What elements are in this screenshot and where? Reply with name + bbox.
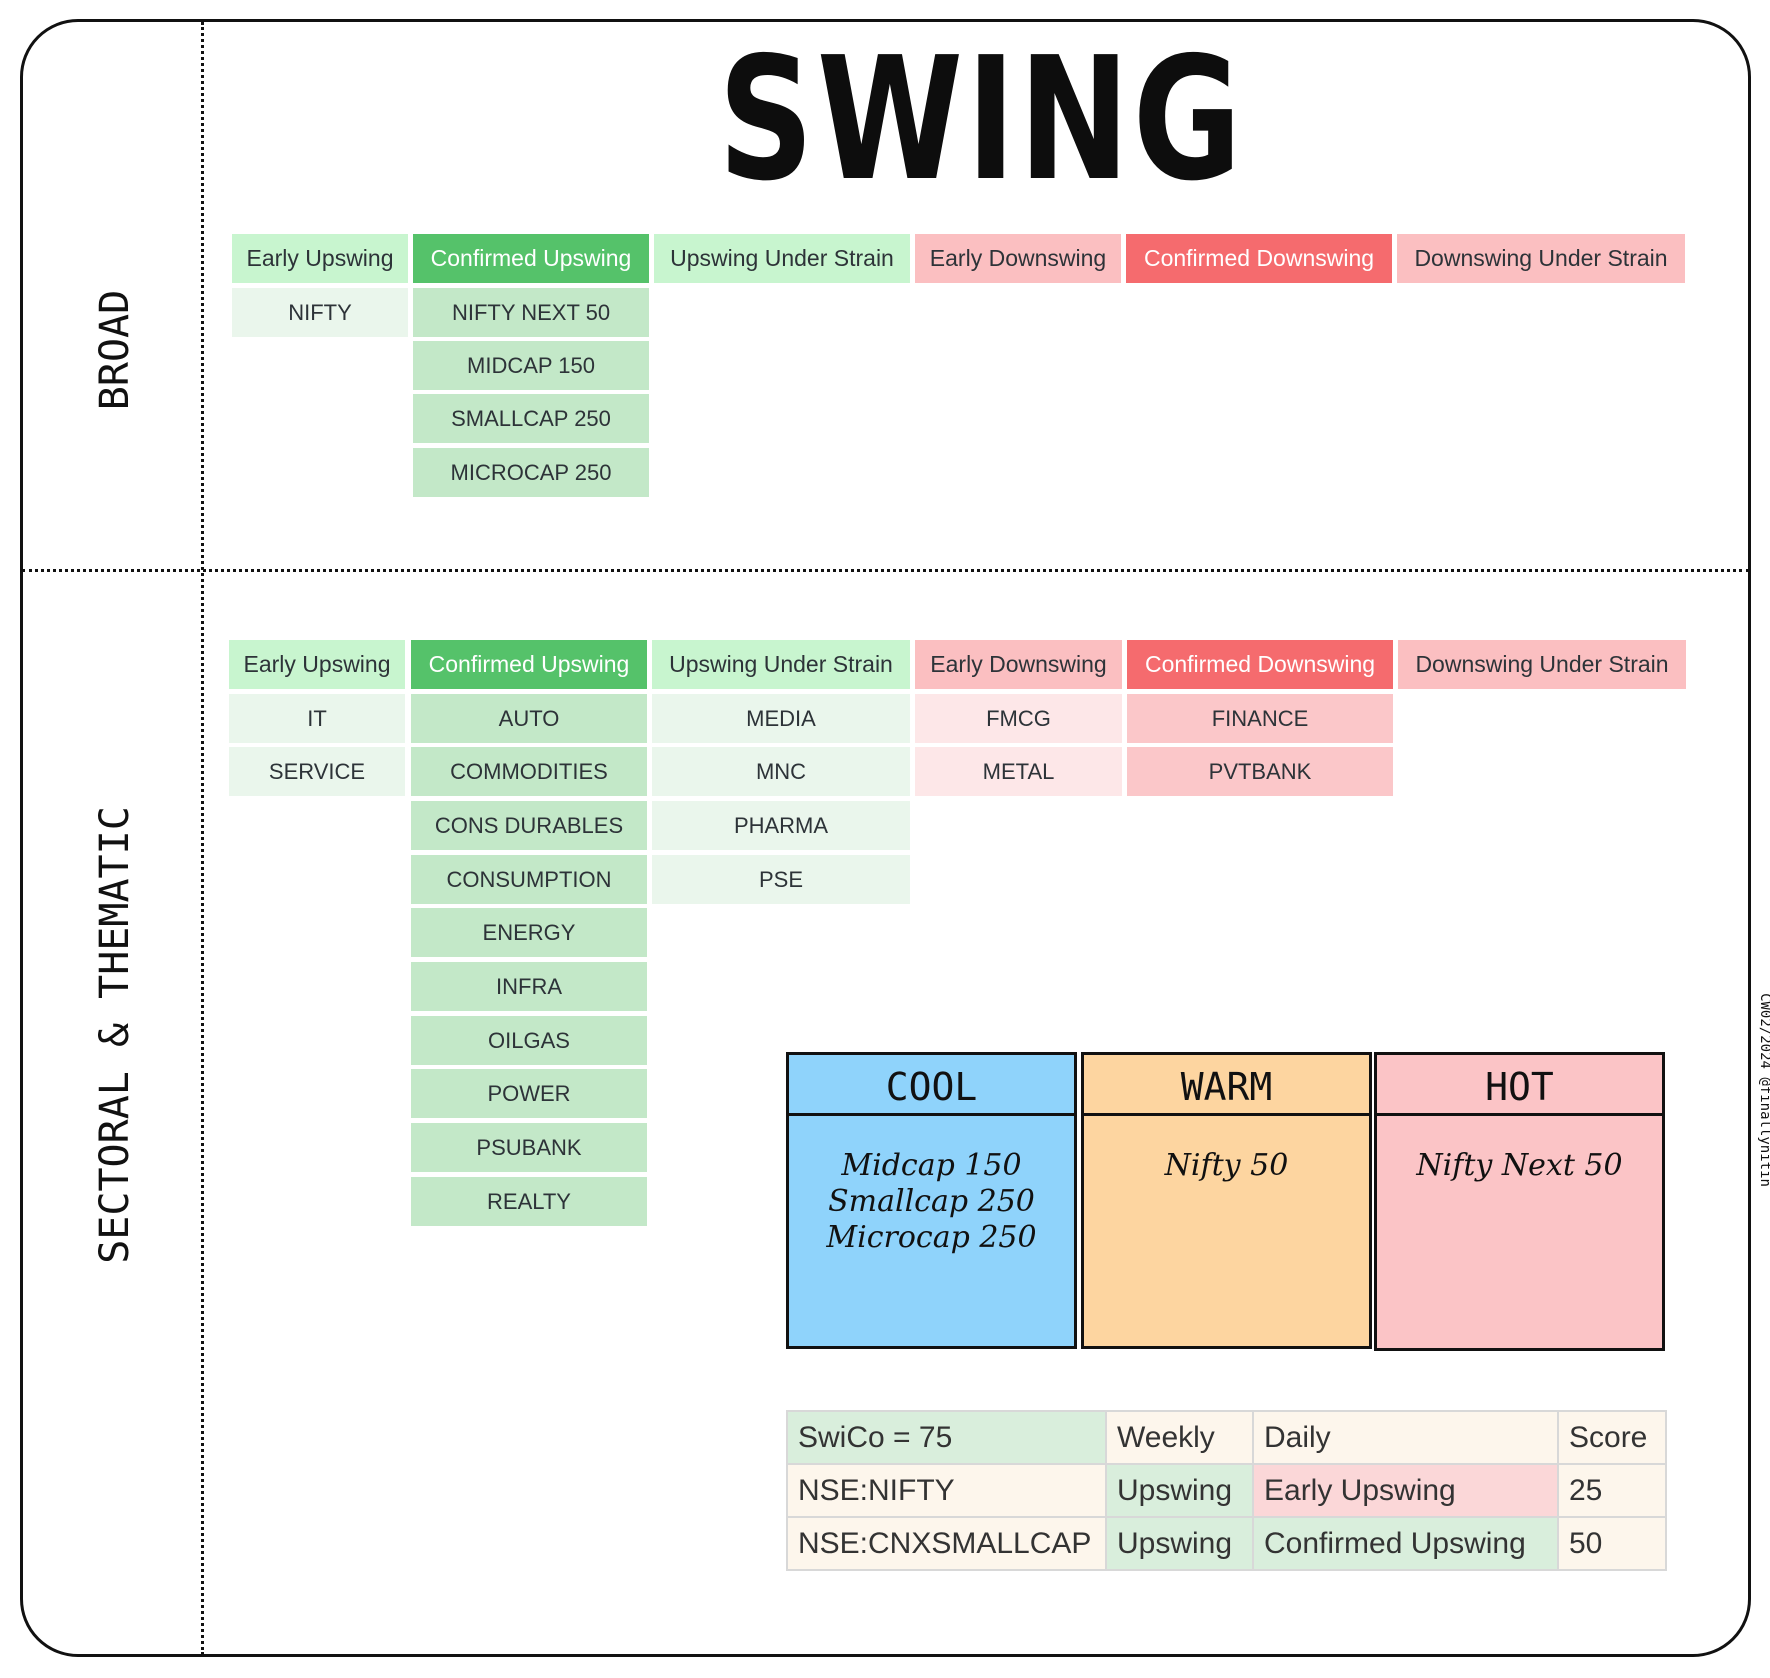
- broad-item-smallcap-250: SMALLCAP 250: [413, 394, 649, 443]
- sector-item-it: IT: [229, 694, 405, 743]
- sector-item-pharma: PHARMA: [652, 801, 910, 850]
- table-cell: NSE:CNXSMALLCAP: [786, 1516, 1107, 1571]
- sector-item-finance: FINANCE: [1127, 694, 1393, 743]
- sector-item-infra: INFRA: [411, 962, 647, 1011]
- page-title: SWING: [718, 21, 1245, 219]
- cool-card-item: Smallcap 250: [828, 1184, 1035, 1219]
- sector-item-media: MEDIA: [652, 694, 910, 743]
- outer-frame: [20, 19, 1751, 1657]
- broad-header-early-downswing: Early Downswing: [915, 234, 1121, 283]
- broad-item-microcap-250: MICROCAP 250: [413, 448, 649, 497]
- table-header-cell: Daily: [1252, 1410, 1559, 1465]
- sector-item-consumption: CONSUMPTION: [411, 855, 647, 904]
- table-cell: NSE:NIFTY: [786, 1463, 1107, 1518]
- sector-item-service: SERVICE: [229, 747, 405, 796]
- sectoral-header-confirmed-downswing: Confirmed Downswing: [1127, 640, 1393, 689]
- cool-card-body: Midcap 150 Smallcap 250 Microcap 250: [789, 1116, 1074, 1256]
- credit-text: CW02/2024 @finallynitin: [1757, 993, 1770, 1187]
- sectoral-header-early-downswing: Early Downswing: [915, 640, 1122, 689]
- hot-card: HOT Nifty Next 50: [1374, 1052, 1665, 1351]
- cool-card-title: COOL: [789, 1055, 1074, 1116]
- vertical-divider: [201, 22, 204, 1655]
- broad-item-midcap-150: MIDCAP 150: [413, 341, 649, 390]
- broad-section-label: BROAD: [92, 289, 138, 411]
- sector-item-pvtbank: PVTBANK: [1127, 747, 1393, 796]
- sector-item-psubank: PSUBANK: [411, 1123, 647, 1172]
- table-header-cell: Score: [1557, 1410, 1667, 1465]
- warm-card-body: Nifty 50: [1084, 1116, 1369, 1184]
- cool-card-item: Midcap 150: [841, 1148, 1022, 1183]
- sectoral-header-confirmed-upswing: Confirmed Upswing: [411, 640, 647, 689]
- warm-card-item: Nifty 50: [1164, 1148, 1289, 1183]
- sectoral-header-downswing-under-strain: Downswing Under Strain: [1398, 640, 1686, 689]
- hot-card-title: HOT: [1377, 1055, 1662, 1116]
- table-cell: 50: [1557, 1516, 1667, 1571]
- table-row: NSE:CNXSMALLCAP Upswing Confirmed Upswin…: [786, 1516, 1667, 1571]
- table-cell: Upswing: [1105, 1516, 1254, 1571]
- sector-item-oilgas: OILGAS: [411, 1016, 647, 1065]
- cool-card: COOL Midcap 150 Smallcap 250 Microcap 25…: [786, 1052, 1077, 1349]
- sector-item-cons-durables: CONS DURABLES: [411, 801, 647, 850]
- warm-card-title: WARM: [1084, 1055, 1369, 1116]
- sector-item-metal: METAL: [915, 747, 1122, 796]
- hot-card-item: Nifty Next 50: [1416, 1148, 1623, 1183]
- sector-item-auto: AUTO: [411, 694, 647, 743]
- sector-item-fmcg: FMCG: [915, 694, 1122, 743]
- table-row: NSE:NIFTY Upswing Early Upswing 25: [786, 1463, 1667, 1518]
- sectoral-section-label: SECTORAL & THEMATIC: [92, 806, 138, 1264]
- sectoral-header-upswing-under-strain: Upswing Under Strain: [652, 640, 910, 689]
- table-cell: Confirmed Upswing: [1252, 1516, 1559, 1571]
- table-header-cell: SwiCo = 75: [786, 1410, 1107, 1465]
- horizontal-divider: [22, 569, 1749, 572]
- broad-header-downswing-under-strain: Downswing Under Strain: [1397, 234, 1685, 283]
- broad-header-confirmed-downswing: Confirmed Downswing: [1126, 234, 1392, 283]
- sector-item-energy: ENERGY: [411, 908, 647, 957]
- cool-card-item: Microcap 250: [826, 1220, 1037, 1255]
- broad-header-upswing-under-strain: Upswing Under Strain: [654, 234, 910, 283]
- table-header-row: SwiCo = 75 Weekly Daily Score: [786, 1410, 1667, 1465]
- broad-header-early-upswing: Early Upswing: [232, 234, 408, 283]
- sector-item-power: POWER: [411, 1069, 647, 1118]
- broad-item-nifty-next-50: NIFTY NEXT 50: [413, 288, 649, 337]
- broad-item-nifty: NIFTY: [232, 288, 408, 337]
- table-cell: Upswing: [1105, 1463, 1254, 1518]
- hot-card-body: Nifty Next 50: [1377, 1116, 1662, 1184]
- sector-item-mnc: MNC: [652, 747, 910, 796]
- table-cell: 25: [1557, 1463, 1667, 1518]
- table-header-cell: Weekly: [1105, 1410, 1254, 1465]
- swico-score-table: SwiCo = 75 Weekly Daily Score NSE:NIFTY …: [786, 1410, 1667, 1571]
- table-cell: Early Upswing: [1252, 1463, 1559, 1518]
- sector-item-realty: REALTY: [411, 1177, 647, 1226]
- sector-item-pse: PSE: [652, 855, 910, 904]
- sectoral-header-early-upswing: Early Upswing: [229, 640, 405, 689]
- sector-item-commodities: COMMODITIES: [411, 747, 647, 796]
- broad-header-confirmed-upswing: Confirmed Upswing: [413, 234, 649, 283]
- warm-card: WARM Nifty 50: [1081, 1052, 1372, 1349]
